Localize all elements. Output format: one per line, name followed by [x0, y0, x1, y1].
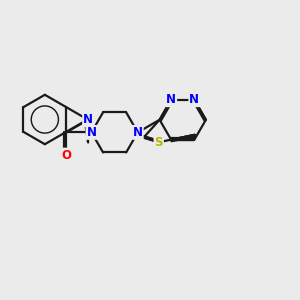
- Text: N: N: [166, 93, 176, 106]
- Text: N: N: [86, 126, 97, 139]
- Text: N: N: [83, 113, 93, 126]
- Text: N: N: [133, 126, 143, 139]
- Text: N: N: [189, 93, 199, 106]
- Text: O: O: [61, 148, 71, 162]
- Text: S: S: [154, 136, 163, 149]
